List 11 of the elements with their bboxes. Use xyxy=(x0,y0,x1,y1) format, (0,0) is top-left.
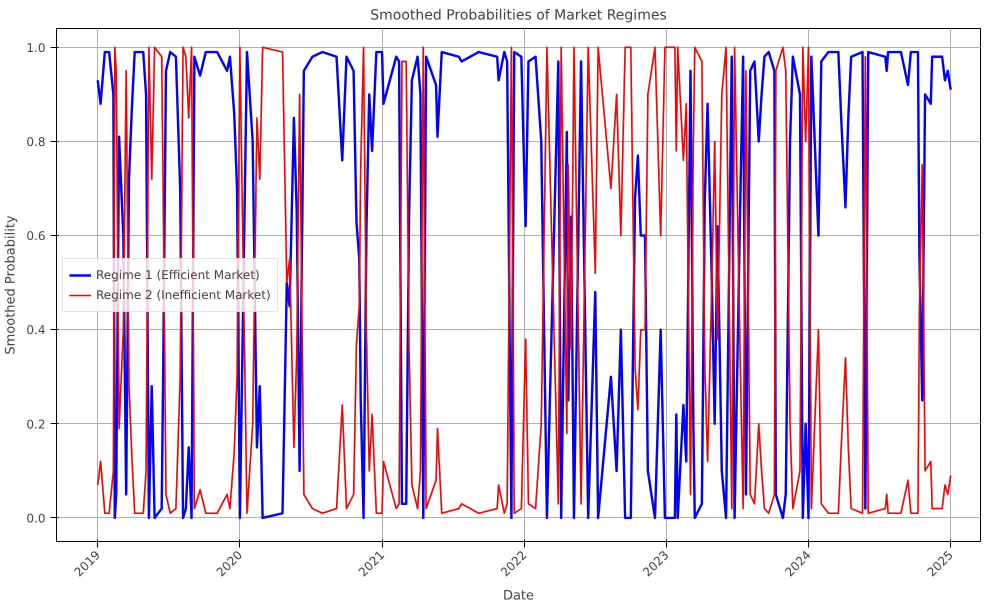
y-tick-label: 0.6 xyxy=(26,229,46,244)
y-tick-label: 0.0 xyxy=(26,511,46,526)
y-tick-label: 0.4 xyxy=(26,323,46,338)
chart-title: Smoothed Probabilities of Market Regimes xyxy=(370,8,667,24)
y-tick-label: 0.2 xyxy=(26,417,46,432)
legend-label: Regime 2 (Inefficient Market) xyxy=(96,288,271,302)
x-axis-title: Date xyxy=(502,588,534,604)
legend-label: Regime 1 (Efficient Market) xyxy=(96,268,260,282)
y-tick-label: 1.0 xyxy=(26,40,46,55)
y-tick-label: 0.8 xyxy=(26,134,46,149)
y-axis-title: Smoothed Probability xyxy=(3,215,18,355)
